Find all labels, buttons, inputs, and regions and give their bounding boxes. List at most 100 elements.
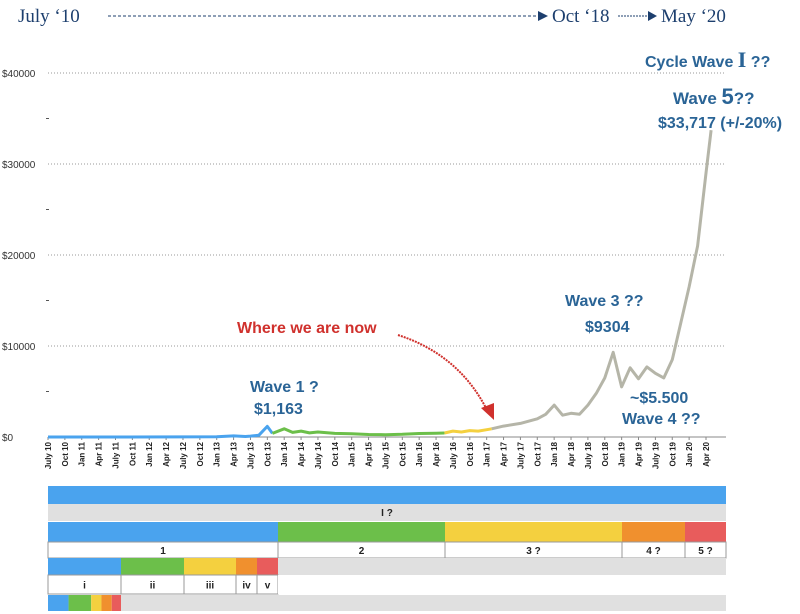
series-line-green [271, 427, 445, 437]
band-primary [685, 522, 726, 542]
timeline-end-label: May ‘20 [661, 6, 726, 27]
band-intermediate-label: v [265, 581, 271, 592]
x-tick-label: Jan 18 [550, 441, 559, 466]
x-tick-label: Apr 13 [230, 441, 239, 466]
x-axis-ticks: July 10 Oct 10 Jan 11 Apr 11 July 11 Oct 11 Ja… [44, 437, 711, 469]
x-tick-label: Jan 11 [78, 441, 87, 466]
wave4-label: Wave 4 ?? [622, 411, 701, 428]
x-tick-label: July 14 [314, 441, 323, 469]
band-minor [68, 595, 92, 611]
x-tick-label: Oct 16 [466, 441, 475, 466]
y-tick-label: $0 [2, 433, 14, 444]
band-intermediate [184, 558, 236, 575]
now-arrowhead [481, 403, 494, 420]
wave5-text: Wave [673, 89, 722, 108]
band-minor [101, 595, 112, 611]
band-cycle-label-bg [48, 504, 726, 521]
wave-degree-bands: I ?1 2 3 ? 4 ? 5 ?i ii iii iv v [47, 486, 727, 611]
x-tick-label: July 13 [246, 441, 255, 469]
y-tick-label: $30000 [2, 160, 36, 171]
x-tick-label: Jan 19 [618, 441, 627, 466]
wave1-value: $1,163 [254, 401, 303, 418]
x-tick-label: July 15 [381, 441, 390, 469]
wave4-value: ~$5.500 [630, 390, 688, 407]
band-intermediate-label: ii [150, 581, 156, 592]
x-tick-label: Jan 16 [415, 441, 424, 466]
x-tick-label: Jan 20 [685, 441, 694, 466]
x-tick-label: Apr 15 [365, 441, 374, 466]
x-tick-label: Oct 19 [668, 441, 677, 466]
x-tick-label: July 16 [449, 441, 458, 469]
band-primary [48, 522, 278, 542]
x-tick-label: July 12 [179, 441, 188, 469]
band-primary [278, 522, 445, 542]
band-intermediate-label: iv [242, 581, 251, 592]
band-minor-filler [121, 595, 726, 611]
timeline-arrowhead-1 [538, 11, 548, 21]
x-tick-label: Apr 16 [432, 441, 441, 466]
series-line-blue [48, 424, 274, 439]
band-intermediate-label: i [83, 581, 86, 592]
x-tick-label: Oct 12 [196, 441, 205, 466]
now-arrow [397, 334, 489, 413]
band-intermediate [48, 558, 121, 575]
band-minor [91, 595, 102, 611]
y-tick-label: $40000 [2, 69, 36, 80]
x-tick-label: Jan 12 [145, 441, 154, 466]
band-primary-label: 3 ? [526, 546, 540, 557]
wave3-label: Wave 3 ?? [565, 293, 644, 310]
timeline-arrowhead-2 [648, 11, 657, 21]
x-tick-label: July 18 [584, 441, 593, 469]
band-primary [622, 522, 685, 542]
x-tick-label: Jan 15 [348, 441, 357, 466]
band-minor [48, 595, 69, 611]
cycle-wave-numeral: I [738, 47, 747, 72]
x-tick-label: Apr 11 [95, 441, 104, 466]
wave5-suffix: ?? [734, 89, 755, 108]
band-intermediate-filler [278, 558, 726, 575]
price-series [48, 130, 713, 439]
series-line-yellow [444, 427, 492, 435]
band-cycle [48, 486, 726, 504]
timeline-header: July ‘10 Oct ‘18 May ‘20 [18, 6, 726, 27]
chart-gridlines [46, 72, 726, 438]
band-primary-label: 2 [359, 546, 365, 557]
x-tick-label: Oct 18 [601, 441, 610, 466]
x-tick-label: Oct 17 [533, 441, 542, 466]
x-tick-label: July 11 [111, 441, 120, 468]
x-tick-label: Apr 18 [567, 441, 576, 466]
wave5-numeral: 5 [722, 84, 734, 109]
wave3-value: $9304 [585, 319, 630, 336]
band-primary-label: 4 ? [646, 546, 660, 557]
band-intermediate-blank [278, 575, 726, 594]
band-intermediate [257, 558, 278, 575]
band-primary [445, 522, 622, 542]
wave1-label: Wave 1 ? [250, 379, 319, 396]
wave5-value: $33,717 (+/-20%) [658, 115, 782, 132]
x-tick-label: Apr 19 [635, 441, 644, 466]
band-cycle-label: I ? [381, 508, 393, 519]
band-primary-label: 5 ? [698, 546, 712, 557]
series-line-gray [491, 130, 713, 431]
band-minor [111, 595, 121, 611]
timeline-start-label: July ‘10 [18, 6, 80, 27]
cycle-wave-label: Cycle Wave I ?? [645, 47, 770, 72]
band-intermediate [236, 558, 257, 575]
band-intermediate-label: iii [206, 581, 215, 592]
x-tick-label: Oct 10 [61, 441, 70, 466]
cycle-wave-text: Cycle Wave [645, 54, 738, 71]
x-tick-label: Oct 15 [398, 441, 407, 466]
y-tick-label: $20000 [2, 251, 36, 262]
timeline-mid-label: Oct ‘18 [552, 6, 610, 27]
x-tick-label: Oct 11 [128, 441, 137, 466]
band-primary-label: 1 [160, 546, 166, 557]
band-intermediate [121, 558, 184, 575]
x-tick-label: Jan 14 [280, 441, 289, 466]
y-tick-label: $10000 [2, 342, 36, 353]
x-tick-label: Apr 20 [702, 441, 711, 466]
wave5-label: Wave 5?? [673, 84, 755, 109]
x-tick-label: Apr 14 [297, 441, 306, 466]
x-tick-label: July 10 [44, 441, 53, 469]
x-tick-label: Jan 17 [483, 441, 492, 466]
